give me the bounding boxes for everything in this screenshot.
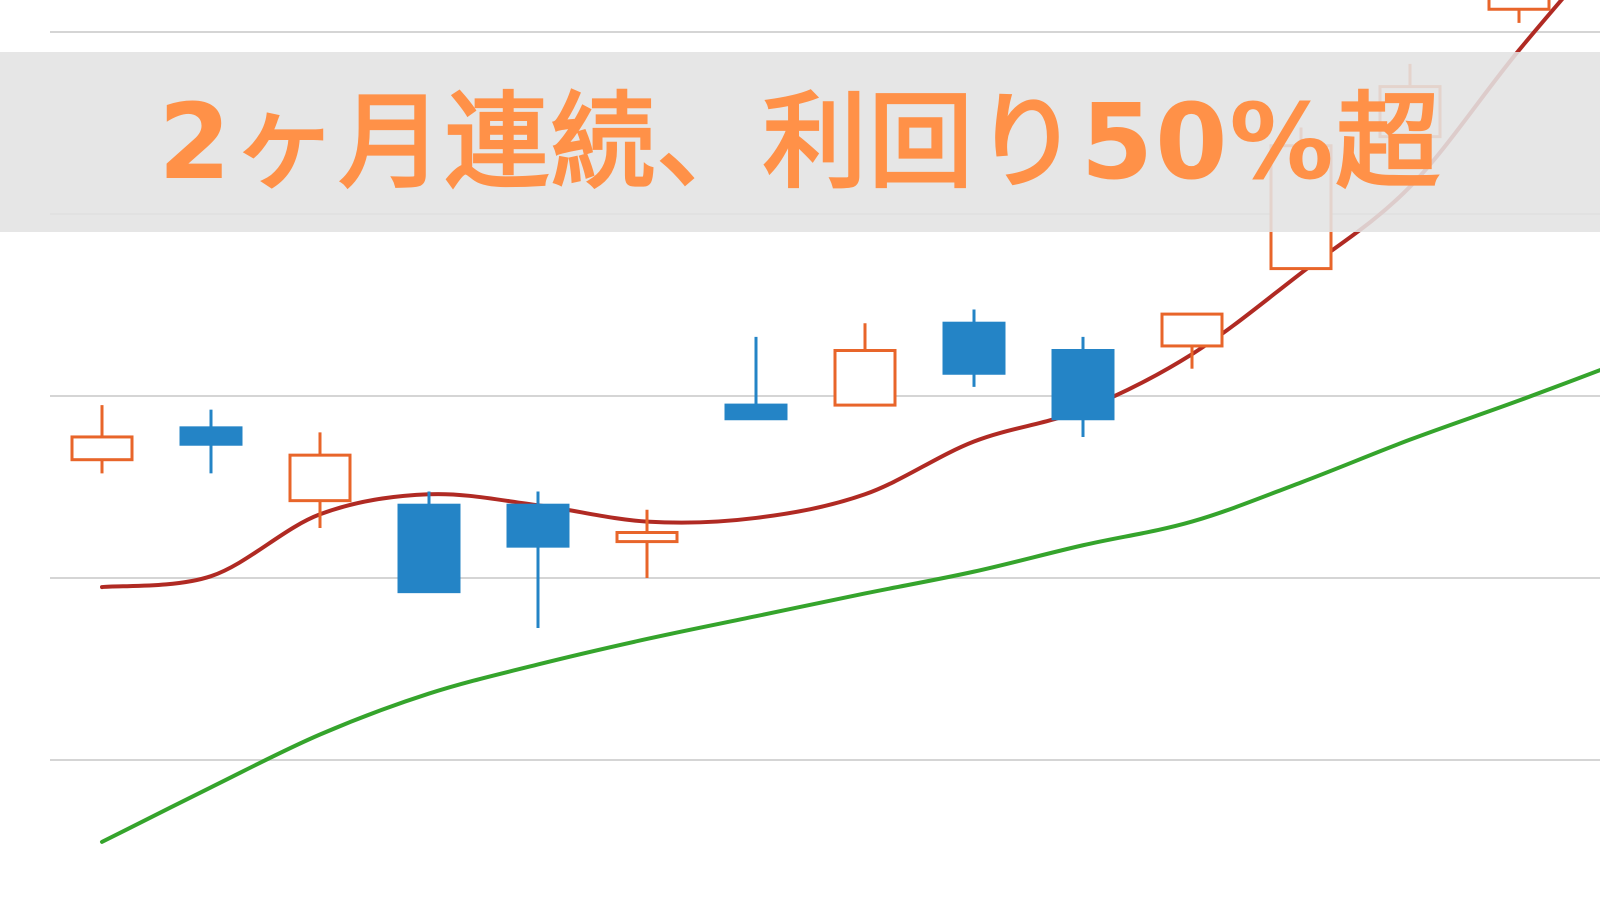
candle-body-3	[397, 503, 461, 594]
candle-body-5	[615, 531, 679, 544]
candle-body-2	[288, 453, 352, 503]
candle-0	[70, 405, 134, 474]
candle-3	[397, 491, 461, 594]
candle-1	[179, 409, 243, 474]
candle-13	[1487, 0, 1551, 23]
candle-7	[833, 323, 897, 407]
series-line-1	[100, 368, 1600, 844]
candle-6	[724, 336, 788, 421]
candle-9	[1051, 336, 1115, 437]
candle-body-9	[1051, 349, 1115, 421]
candle-5	[615, 509, 679, 578]
candle-4	[506, 491, 570, 629]
candle-body-8	[942, 321, 1006, 375]
candle-body-0	[70, 435, 134, 462]
candle-body-6	[724, 403, 788, 421]
candle-2	[288, 432, 352, 528]
headline-banner: 2ヶ月連続、利回り50%超	[0, 52, 1600, 232]
headline-text: 2ヶ月連続、利回り50%超	[158, 81, 1442, 203]
candle-body-7	[833, 349, 897, 407]
candle-body-1	[179, 426, 243, 446]
candle-body-10	[1160, 312, 1224, 348]
candle-body-4	[506, 503, 570, 548]
candle-10	[1160, 312, 1224, 369]
candle-body-13	[1487, 0, 1551, 11]
candle-8	[942, 309, 1006, 387]
